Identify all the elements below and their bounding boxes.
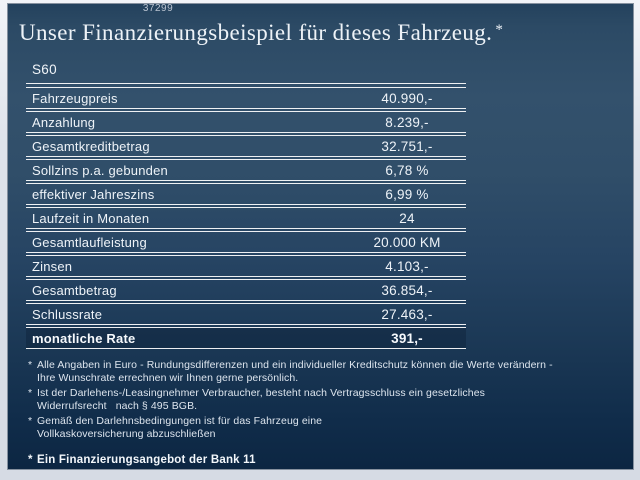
table-row: Laufzeit in Monaten 24 <box>26 207 466 229</box>
row-label: Gesamtlaufleistung <box>32 234 147 250</box>
row-value: 391,- <box>391 330 423 346</box>
title-asterisk: * <box>495 22 504 38</box>
table-row: Gesamtkreditbetrag 32.751,- <box>26 135 466 157</box>
table-row: Gesamtlaufleistung 20.000 KM <box>26 231 466 253</box>
row-value: 20.000 KM <box>373 234 441 250</box>
footnote-marker: * <box>28 415 33 427</box>
financing-offer-note: * Ein Finanzierungsangebot der Bank 11 <box>28 454 608 467</box>
row-label: Gesamtkreditbetrag <box>32 138 150 154</box>
table-row: Zinsen 4.103,- <box>26 255 466 277</box>
footnote-line: Ihre Wunschrate errechnen wir Ihnen gern… <box>37 372 299 384</box>
row-value: 32.751,- <box>381 138 433 154</box>
table-row-monthly-rate: monatliche Rate 391,- <box>26 327 466 349</box>
footnote: * Gemäß den Darlehnsbedingungen ist für … <box>28 415 608 441</box>
page-title-text: Unser Finanzierungsbeispiel für dieses F… <box>19 20 493 45</box>
row-value: 24 <box>399 210 415 226</box>
row-label: Gesamtbetrag <box>32 282 117 298</box>
financing-panel: 37299 Unser Finanzierungsbeispiel für di… <box>7 3 634 470</box>
table-row: Gesamtbetrag 36.854,- <box>26 279 466 301</box>
table-row: Schlussrate 27.463,- <box>26 303 466 325</box>
financing-offer-text: Ein Finanzierungsangebot der Bank 11 <box>37 454 256 466</box>
row-label: Zinsen <box>32 258 73 274</box>
row-label: effektiver Jahreszins <box>32 186 155 202</box>
model-row: S60 <box>26 58 466 84</box>
row-label: Sollzins p.a. gebunden <box>32 162 168 178</box>
footnote-line: Gemäß den Darlehnsbedingungen ist für da… <box>37 415 323 427</box>
row-value: 6,78 % <box>385 162 429 178</box>
footnote-text: Gemäß den Darlehnsbedingungen ist für da… <box>37 415 322 441</box>
row-value: 6,99 % <box>385 186 429 202</box>
footnotes: * Alle Angaben in Euro - Rundungsdiffere… <box>28 359 608 467</box>
footnote: * Alle Angaben in Euro - Rundungsdiffere… <box>28 359 608 385</box>
footnote-marker: * <box>28 387 33 399</box>
model-name: S60 <box>32 62 57 77</box>
page-title: Unser Finanzierungsbeispiel für dieses F… <box>19 20 503 46</box>
footnote-marker: * <box>28 359 33 371</box>
footnote: * Ist der Darlehens-/Leasingnehmer Verbr… <box>28 387 608 413</box>
table-row: effektiver Jahreszins 6,99 % <box>26 183 466 205</box>
financing-table: Fahrzeugpreis 40.990,- Anzahlung 8.239,-… <box>26 87 466 351</box>
footnote-marker: * <box>28 454 33 466</box>
footnote-text: Ist der Darlehens-/Leasingnehmer Verbrau… <box>37 387 485 413</box>
table-row: Fahrzeugpreis 40.990,- <box>26 87 466 109</box>
footnote-line: Ist der Darlehens-/Leasingnehmer Verbrau… <box>37 387 486 399</box>
row-value: 27.463,- <box>381 306 433 322</box>
row-label: Anzahlung <box>32 114 96 130</box>
image-code: 37299 <box>142 3 174 14</box>
row-value: 40.990,- <box>381 90 433 106</box>
footnote-line: Alle Angaben in Euro - Rundungsdifferenz… <box>37 359 553 371</box>
row-value: 4.103,- <box>385 258 429 274</box>
row-label: monatliche Rate <box>32 330 136 346</box>
row-label: Laufzeit in Monaten <box>32 210 150 226</box>
table-row: Sollzins p.a. gebunden 6,78 % <box>26 159 466 181</box>
row-value: 36.854,- <box>381 282 433 298</box>
row-value: 8.239,- <box>385 114 429 130</box>
footnote-line: Widerrufsrecht nach § 495 BGB. <box>37 400 198 412</box>
table-row: Anzahlung 8.239,- <box>26 111 466 133</box>
footnote-line: Vollkaskoversicherung abzuschließen <box>37 428 216 440</box>
footnote-text: Alle Angaben in Euro - Rundungsdifferenz… <box>37 359 553 385</box>
row-label: Schlussrate <box>32 306 103 322</box>
row-label: Fahrzeugpreis <box>32 90 118 106</box>
